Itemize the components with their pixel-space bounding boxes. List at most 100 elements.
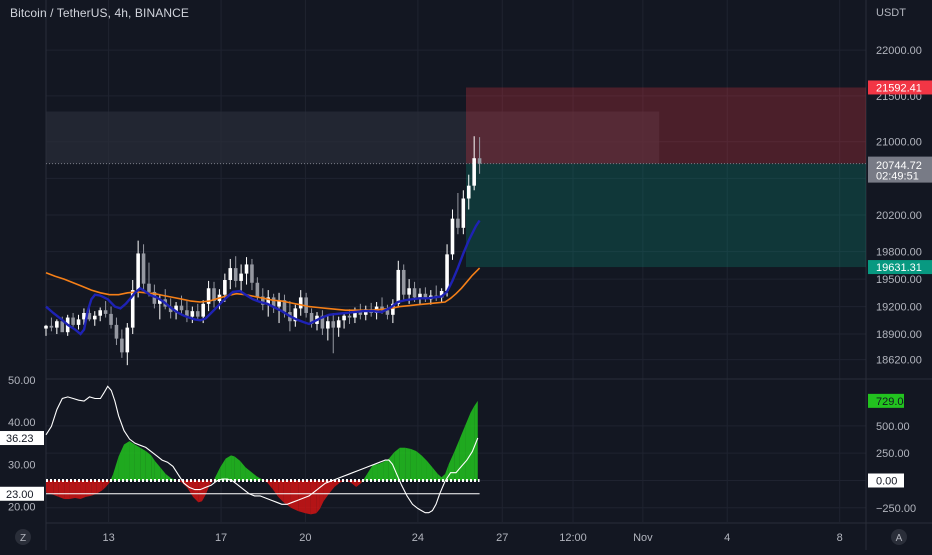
candle-body [472, 158, 476, 186]
histogram-segment [102, 480, 106, 491]
histogram-segment [165, 473, 172, 481]
time-tick-label: 27 [496, 532, 508, 544]
oscillator-value-label: 0.00 [876, 475, 897, 487]
histogram-segment [323, 480, 330, 502]
time-tick-label: 13 [102, 532, 114, 544]
candle-body [450, 218, 455, 255]
stop-loss-zone [465, 87, 866, 164]
left-tick-label: 50.00 [8, 375, 36, 387]
candle-body [206, 288, 211, 304]
candle-body [309, 312, 314, 324]
price-tick-label: 18620.00 [876, 355, 922, 367]
histogram-segment [160, 467, 166, 481]
histogram-segment [75, 480, 81, 500]
left-value-box [0, 431, 44, 446]
candle-body [76, 319, 81, 325]
left-tick-label: 40.00 [8, 417, 36, 429]
candle-body [223, 280, 227, 295]
oscillator-tick-label: 500.00 [876, 421, 910, 433]
price-label-text: 19631.31 [876, 262, 922, 274]
candle-body [71, 317, 75, 325]
auto-scale-icon-label: A [896, 533, 903, 544]
chart-title: Bitcoin / TetherUS, 4h, BINANCE [10, 6, 189, 20]
time-tick-label: Nov [633, 532, 653, 544]
histogram-segment [329, 480, 335, 494]
histogram-segment [198, 480, 203, 503]
histogram-segment [220, 458, 226, 481]
candle-body [461, 198, 466, 228]
candle-body [293, 308, 298, 322]
candle-body [412, 288, 417, 298]
left-value-box [0, 486, 44, 501]
candle-body [228, 268, 233, 281]
take-profit-zone [465, 163, 866, 268]
price-label-box [868, 158, 932, 173]
candle-body [244, 264, 249, 274]
histogram-segment [187, 480, 193, 497]
candle-body [456, 218, 460, 228]
candle-body [87, 312, 92, 320]
left-tick-label: 30.00 [8, 459, 36, 471]
candle-body [266, 297, 271, 305]
histogram-segment [80, 480, 86, 500]
histogram-segment [267, 480, 273, 490]
candle-body [201, 303, 205, 317]
histogram-segment [372, 464, 378, 481]
candle-body [98, 310, 102, 316]
candle-body [439, 291, 444, 298]
histogram-segment [53, 480, 59, 497]
histogram-segment [377, 461, 384, 481]
candle-body [250, 264, 254, 283]
candle-body [92, 315, 97, 320]
ema-fast-line [45, 219, 481, 336]
candle-body [391, 303, 395, 315]
candle-body [179, 305, 184, 311]
candle-body [82, 312, 86, 320]
oscillator-tick-label: 250.00 [876, 448, 910, 460]
candle-body [60, 321, 65, 333]
price-tick-label: 21000.00 [876, 137, 922, 149]
axis-currency-label: USDT [876, 7, 906, 19]
candle-body [336, 320, 341, 328]
oscillator-signal-line [45, 385, 479, 514]
histogram-segment [334, 480, 340, 488]
candle-body [136, 253, 140, 291]
resistance-zone [46, 111, 660, 164]
candle-body [168, 306, 173, 313]
histogram-segment [245, 467, 251, 481]
candle-body [331, 321, 336, 328]
candle-body [401, 269, 406, 295]
histogram-segment [240, 460, 246, 481]
histogram-segment [234, 456, 241, 481]
histogram-segment [202, 480, 206, 502]
candle-body [195, 311, 200, 317]
candle-body [418, 293, 422, 298]
candle-body [380, 306, 384, 311]
candle-body [342, 315, 346, 321]
histogram-segment [209, 478, 215, 486]
zoom-icon [15, 529, 31, 545]
candle-body [271, 297, 276, 307]
left-value-label: 36.23 [6, 433, 34, 445]
histogram-segment [410, 448, 417, 481]
histogram-segment [416, 451, 422, 481]
histogram-segment [214, 467, 221, 481]
histogram-segment [278, 480, 284, 503]
histogram-segment [256, 476, 262, 481]
histogram-segment [231, 455, 235, 481]
candle-body [277, 300, 281, 307]
histogram-segment [69, 480, 76, 500]
histogram-segment [225, 455, 232, 481]
histogram-segment [383, 458, 389, 481]
price-tick-label: 20200.00 [876, 210, 922, 222]
candle-body [212, 288, 216, 302]
left-value-label: 23.00 [6, 489, 34, 501]
histogram-segment [134, 444, 141, 481]
histogram-segment [319, 480, 324, 509]
histogram-segment [124, 441, 130, 481]
oscillator-tick-label: −250.00 [876, 503, 916, 515]
histogram-segment [426, 460, 433, 481]
histogram-segment [310, 480, 317, 515]
